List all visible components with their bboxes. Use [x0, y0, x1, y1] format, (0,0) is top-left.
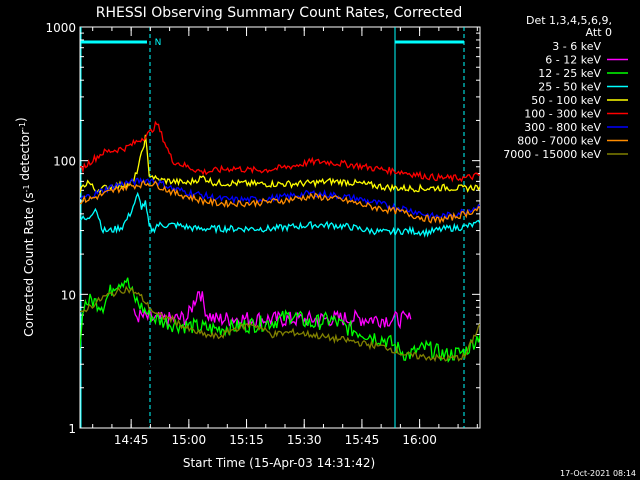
y-tick-label: 1000 [45, 21, 76, 35]
legend-header-line: Det 1,3,4,5,6,9, [526, 14, 612, 27]
series-line-800-7000keV [80, 179, 480, 225]
series-line-6-12keV [133, 291, 412, 330]
x-tick-label: 16:00 [402, 433, 437, 447]
legend-label: 6 - 12 keV [545, 54, 601, 67]
series-line-3-6keV [125, 361, 363, 409]
series-line-100-300keV [80, 120, 480, 183]
legend-label: 25 - 50 keV [538, 81, 601, 94]
flag-label: N [155, 38, 162, 48]
series-line-25-50keV [80, 191, 480, 238]
y-tick-label: 10 [61, 288, 76, 302]
y-axis-label: Corrected Count Rate (s-1 detector-1) [14, 117, 36, 336]
legend-label: 50 - 100 keV [531, 94, 601, 107]
series-line-50-100keV [80, 134, 480, 194]
x-tick-label: 15:45 [345, 433, 380, 447]
series-line-7000-15000keV [80, 285, 480, 363]
chart-title: RHESSI Observing Summary Count Rates, Co… [96, 5, 462, 21]
legend-label: 3 - 6 keV [552, 40, 601, 53]
x-tick-label: 15:30 [287, 433, 322, 447]
legend-label: 7000 - 15000 keV [503, 148, 601, 161]
legend-label: 100 - 300 keV [524, 108, 601, 121]
x-tick-label: 15:15 [229, 433, 264, 447]
x-axis-label: Start Time (15-Apr-03 14:31:42) [183, 456, 375, 470]
y-tick-label: 1 [68, 422, 76, 436]
legend-header-line: Att 0 [586, 26, 612, 39]
legend-label: 800 - 7000 keV [517, 135, 601, 148]
x-tick-label: 15:00 [172, 433, 207, 447]
series-line-12-25keV [80, 277, 480, 363]
plot-area: N 1 10 100 1000 14:45 15:00 15:15 15:30 15:45 16:0… [45, 21, 481, 447]
footer-date: 17-Oct-2021 08:14 [560, 469, 636, 478]
legend-label: 300 - 800 keV [524, 121, 601, 134]
legend-label: 12 - 25 keV [538, 67, 601, 80]
x-tick-label: 14:45 [114, 433, 149, 447]
plot-frame [79, 26, 481, 429]
y-tick-label: 100 [53, 155, 76, 169]
